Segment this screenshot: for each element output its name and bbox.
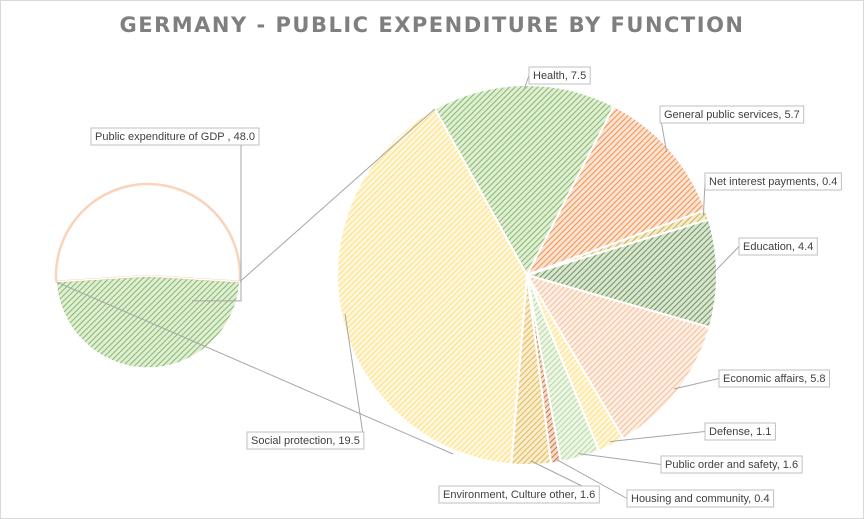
secondary-slice-economic-affairs <box>524 273 711 441</box>
connector-line-bottom <box>55 281 454 455</box>
primary-public-expenditure-of-gdp-label: Public expenditure of GDP , 48.0 <box>90 127 260 146</box>
secondary-net-interest-payments-label-text: Net interest payments, 0.4 <box>709 176 837 188</box>
secondary-social-protection-label-text: Social protection, 19.5 <box>251 435 360 447</box>
primary-leader-line <box>192 145 242 302</box>
connector-line-top <box>239 108 436 283</box>
secondary-slice-social-protection <box>335 107 529 466</box>
secondary-net-interest-payments-label: Net interest payments, 0.4 <box>704 172 842 191</box>
secondary-public-order-and-safety-label: Public order and safety, 1.6 <box>660 455 803 474</box>
secondary-environment-culture-other-label: Environment, Culture other, 1.6 <box>438 485 600 504</box>
secondary-housing-and-community-leader-line <box>555 458 628 499</box>
secondary-education-leader-line <box>712 246 740 274</box>
secondary-defense-label: Defense, 1.1 <box>704 422 776 441</box>
secondary-general-public-services-label-text: General public services, 5.7 <box>664 109 800 121</box>
secondary-defense-leader-line <box>609 431 706 443</box>
secondary-general-public-services-label: General public services, 5.7 <box>659 105 805 124</box>
secondary-slice-health <box>433 84 616 278</box>
chart-title: GERMANY - PUBLIC EXPENDITURE BY FUNCTION <box>119 13 745 37</box>
secondary-housing-and-community-label-text: Housing and community, 0.4 <box>631 493 770 505</box>
secondary-health-label: Health, 7.5 <box>528 66 591 85</box>
secondary-environment-culture-other-label-text: Environment, Culture other, 1.6 <box>443 489 595 501</box>
secondary-slice-general-public-services <box>524 104 707 277</box>
secondary-slice-education <box>523 218 718 329</box>
secondary-education-label: Education, 4.4 <box>738 237 818 256</box>
secondary-social-protection-leader-line <box>344 314 365 441</box>
secondary-public-order-and-safety-leader-line <box>578 453 662 465</box>
secondary-defense-label-text: Defense, 1.1 <box>709 426 771 438</box>
secondary-economic-affairs-leader-line <box>673 378 720 390</box>
primary-public-expenditure-of-gdp-label-text: Public expenditure of GDP , 48.0 <box>95 131 255 143</box>
secondary-housing-and-community-label: Housing and community, 0.4 <box>626 489 775 508</box>
secondary-economic-affairs-label-text: Economic affairs, 5.8 <box>723 373 826 385</box>
secondary-health-label-text: Health, 7.5 <box>533 70 586 82</box>
secondary-social-protection-label: Social protection, 19.5 <box>246 431 365 450</box>
secondary-health-leader-line <box>523 75 530 90</box>
secondary-education-label-text: Education, 4.4 <box>743 241 813 253</box>
secondary-economic-affairs-label: Economic affairs, 5.8 <box>718 369 830 388</box>
secondary-public-order-and-safety-label-text: Public order and safety, 1.6 <box>665 459 798 471</box>
primary-slice-remainder <box>54 182 242 284</box>
